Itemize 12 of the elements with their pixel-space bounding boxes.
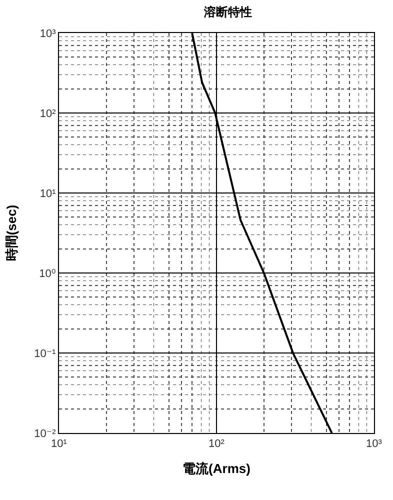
y-tick-label: 10⁰ <box>39 268 56 280</box>
x-tick-label: 10¹ <box>51 438 68 450</box>
y-tick-label: 10⁻² <box>34 428 56 440</box>
y-tick-label: 10² <box>40 108 56 120</box>
x-tick-label: 10² <box>208 438 225 450</box>
y-tick-label: 10³ <box>40 28 56 40</box>
x-axis-title: 電流(Arms) <box>182 460 250 476</box>
y-tick-label: 10¹ <box>40 188 56 200</box>
chart-title: 溶断特性 <box>202 4 252 19</box>
x-tick-label: 10³ <box>366 438 382 450</box>
y-axis-title: 時間(sec) <box>4 204 20 262</box>
y-tick-label: 10⁻¹ <box>34 348 56 360</box>
